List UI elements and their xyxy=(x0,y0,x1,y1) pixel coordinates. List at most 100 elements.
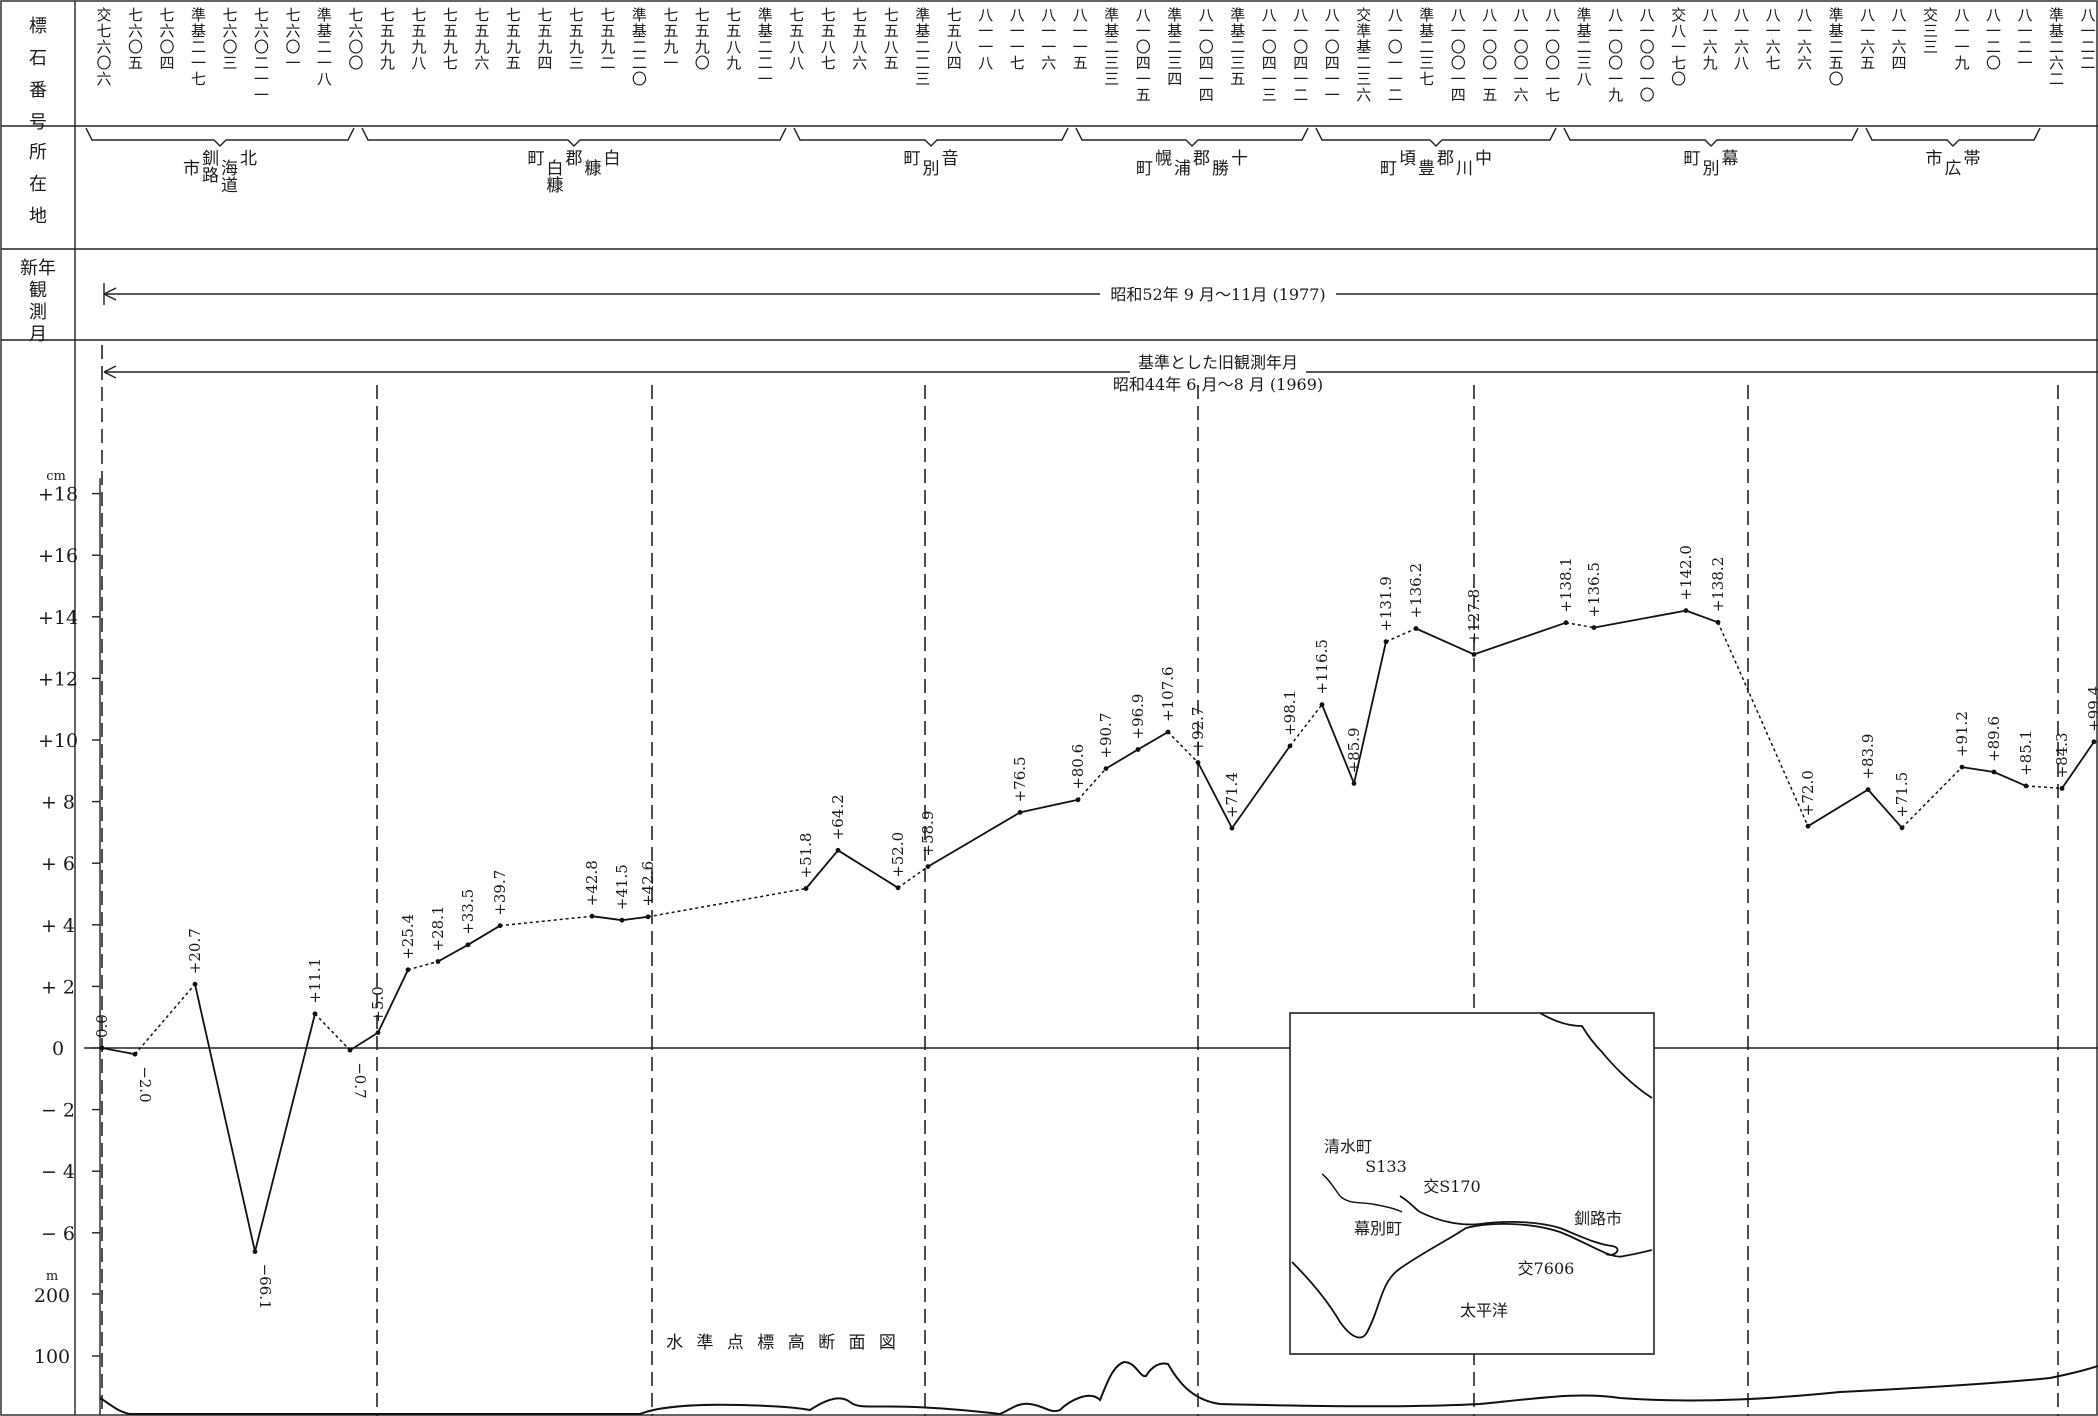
data-label: +84.3 xyxy=(2053,732,2071,778)
y-tick-label: − 4 xyxy=(41,1161,75,1183)
series-segment xyxy=(1231,745,1291,829)
data-point xyxy=(1383,639,1389,645)
series-segment xyxy=(1321,704,1355,784)
y-tick-label: − 2 xyxy=(41,1100,75,1122)
location-name: 幕別町 xyxy=(1684,149,1739,179)
series-segment xyxy=(1353,641,1387,784)
series-segment xyxy=(194,984,256,1252)
data-point xyxy=(835,847,841,853)
series-segment xyxy=(2061,741,2095,789)
data-point xyxy=(132,1051,138,1057)
stone-number: 交八一七〇 xyxy=(1671,6,1686,88)
data-point xyxy=(347,1047,353,1053)
data-point xyxy=(1805,823,1811,829)
data-point xyxy=(375,1030,381,1035)
data-point xyxy=(1319,702,1325,707)
series-segment xyxy=(314,1013,351,1051)
y-axis: cm +18 +16 +14 +12 +10 + 8 + 6 + 4 + 2 0 − 2 − 4 − 6 xyxy=(38,469,101,1415)
stone-number: 八一〇四一三 xyxy=(1262,6,1277,104)
location-bracket xyxy=(1315,127,1557,147)
data-label: +127.8 xyxy=(1465,589,1483,645)
data-label: +107.6 xyxy=(1159,666,1177,722)
data-label: +51.8 xyxy=(797,833,815,879)
data-label: +25.4 xyxy=(399,914,417,960)
stone-number: 七六〇二一一 xyxy=(254,6,269,104)
location-bracket xyxy=(1563,127,1859,147)
data-label: +11.1 xyxy=(306,958,324,1004)
y-tick-label: +14 xyxy=(38,607,78,629)
series-segment xyxy=(1593,609,1687,629)
stone-number: 七六〇四 xyxy=(159,6,174,72)
data-label: +20.7 xyxy=(186,928,204,974)
data-label: +89.6 xyxy=(1985,716,2003,762)
series-segment xyxy=(1289,704,1323,747)
data-label: +116.5 xyxy=(1313,639,1331,695)
data-label: +64.2 xyxy=(829,794,847,840)
location-label: 音別町 xyxy=(904,149,959,179)
stone-number: 七五八五 xyxy=(884,6,899,72)
series-segment xyxy=(134,983,196,1055)
location-bracket xyxy=(1865,127,2041,147)
data-label: −66.1 xyxy=(256,1264,274,1310)
inset-map: 清水町 S133 交S170 幕別町 釧路市 交7606 太平洋 xyxy=(1289,1012,1655,1355)
map-river xyxy=(1399,1195,1619,1256)
old-survey-period: 基準とした旧観測年月 昭和44年 6 月～8 月 (1969) xyxy=(103,353,2098,394)
y-tick-label: 0 xyxy=(52,1038,64,1060)
data-point xyxy=(1075,797,1081,803)
location-label: 幕別町 xyxy=(1684,149,1739,179)
stone-number: 八一二二 xyxy=(2080,6,2095,72)
data-point xyxy=(435,959,441,964)
map-label-pacific: 太平洋 xyxy=(1460,1301,1508,1320)
data-label: +41.5 xyxy=(613,864,631,910)
data-point xyxy=(405,967,411,973)
old-survey-period-text: 昭和44年 6 月～8 月 (1969) xyxy=(1113,375,1323,394)
location-name: 北海道釧路市 xyxy=(183,149,257,196)
stone-number: 八一〇〇一四 xyxy=(1451,6,1466,104)
row-header-location-text: 所在地 xyxy=(29,142,47,227)
data-point xyxy=(1351,781,1357,786)
map-route xyxy=(1321,1173,1403,1213)
location-name: 白糠郡白糠町 xyxy=(528,149,621,196)
data-point xyxy=(1715,619,1721,625)
map-coastline xyxy=(1539,1012,1653,1099)
series-segment xyxy=(499,915,593,927)
stone-number: 七六〇一 xyxy=(285,6,300,72)
data-point xyxy=(2023,783,2029,789)
data-point xyxy=(99,1045,105,1051)
y-tick-label: + 4 xyxy=(41,915,75,937)
y-tick-label: +18 xyxy=(38,484,78,506)
stone-number: 交準基二三六 xyxy=(1356,6,1371,104)
data-label: +42.6 xyxy=(639,861,657,907)
data-label: +5.0 xyxy=(369,986,387,1022)
stone-number: 準基二二三 xyxy=(915,6,930,88)
data-label: +71.4 xyxy=(1223,772,1241,818)
elevation-profile: m 200 100 水 準 点 標 高 断 面 図 xyxy=(34,1269,2098,1416)
stone-number: 八一一六 xyxy=(1041,6,1056,72)
y-axis-unit: cm xyxy=(46,469,66,484)
location-name: 音別町 xyxy=(904,149,959,179)
data-label: +98.1 xyxy=(1281,690,1299,736)
data-label: +42.8 xyxy=(583,860,601,906)
series-segment xyxy=(1807,788,1869,827)
data-label: +80.6 xyxy=(1069,744,1087,790)
location-name: 中川郡豊頃町 xyxy=(1380,149,1492,179)
data-point xyxy=(1865,787,1871,792)
data-point xyxy=(645,914,651,920)
data-point xyxy=(1563,620,1569,626)
series-segment xyxy=(1077,768,1107,801)
stone-number: 七五九四 xyxy=(537,6,552,72)
stone-number: 八一六九 xyxy=(1703,6,1718,72)
data-label: +76.5 xyxy=(1011,756,1029,802)
data-label: +52.0 xyxy=(889,832,907,878)
stone-number: 準基二二〇 xyxy=(632,6,647,88)
data-point xyxy=(2059,786,2065,791)
data-label: +91.2 xyxy=(1953,711,1971,757)
data-point xyxy=(252,1249,258,1254)
map-label-7606: 交7606 xyxy=(1518,1259,1575,1278)
series-segment xyxy=(621,915,649,922)
row-header-location: 所在地 xyxy=(29,142,47,227)
stone-number: 準基二六二 xyxy=(2049,6,2064,88)
series-segment xyxy=(1105,748,1139,770)
stone-number: 七五九一 xyxy=(663,6,678,72)
location-bracket xyxy=(1075,127,1309,147)
